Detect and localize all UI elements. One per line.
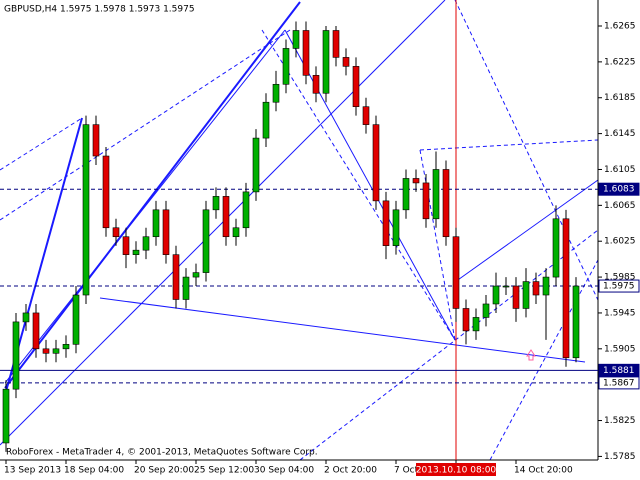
y-tick-label: 1.5785 bbox=[604, 452, 636, 462]
candle-body bbox=[352, 66, 360, 108]
candle-body bbox=[12, 321, 20, 390]
candle-body bbox=[122, 236, 130, 255]
candle-body bbox=[532, 281, 540, 296]
candle-body bbox=[22, 312, 30, 323]
candle-body bbox=[202, 209, 210, 273]
candle-body bbox=[402, 178, 410, 211]
candle-body bbox=[332, 30, 340, 58]
x-tick-label: 20 Sep 20:00 bbox=[134, 466, 194, 476]
arrow-icon bbox=[526, 349, 536, 361]
candle-body bbox=[502, 285, 510, 288]
candle-body bbox=[72, 294, 80, 345]
candle-body bbox=[312, 75, 320, 94]
candle-body bbox=[102, 155, 110, 229]
candle-body bbox=[272, 83, 280, 103]
candle-body bbox=[482, 303, 490, 318]
candle-body bbox=[192, 272, 200, 278]
y-tick-label: 1.6265 bbox=[604, 22, 636, 32]
y-tick-label: 1.5985 bbox=[604, 273, 636, 283]
candle-body bbox=[282, 48, 290, 85]
candle-body bbox=[292, 30, 300, 49]
y-tick-label: 1.5905 bbox=[604, 344, 636, 354]
candle-body bbox=[552, 218, 560, 278]
level-label: 1.6083 bbox=[603, 185, 635, 195]
candle-body bbox=[562, 218, 570, 359]
candle-body bbox=[92, 124, 100, 157]
candle-body bbox=[452, 236, 460, 309]
level-box bbox=[598, 363, 640, 377]
candle-body bbox=[442, 169, 450, 238]
y-tick-label: 1.6145 bbox=[604, 129, 636, 139]
level-box bbox=[598, 182, 640, 196]
candle-body bbox=[142, 236, 150, 251]
y-tick-label: 1.6185 bbox=[604, 93, 636, 103]
y-tick-label: 1.6105 bbox=[604, 165, 636, 175]
x-tick-label: 2013.10.10 08:00 bbox=[416, 466, 497, 476]
candle-body bbox=[472, 317, 480, 332]
candle-body bbox=[182, 276, 190, 300]
candle-body bbox=[42, 348, 50, 354]
x-tick-label: 18 Sep 04:00 bbox=[64, 466, 124, 476]
candle-body bbox=[542, 276, 550, 296]
candle-body bbox=[2, 388, 10, 444]
x-tick-label: 14 Oct 20:00 bbox=[514, 466, 573, 476]
trend-lines bbox=[0, 0, 599, 461]
x-highlight-box bbox=[416, 463, 496, 476]
candle-body bbox=[412, 178, 420, 184]
candle-body bbox=[342, 57, 350, 67]
x-tick-label: 25 Sep 12:00 bbox=[194, 466, 254, 476]
candle-body bbox=[222, 196, 230, 238]
level-label: 1.5867 bbox=[603, 378, 635, 388]
candle-body bbox=[322, 30, 330, 94]
candle-body bbox=[392, 209, 400, 246]
x-tick-label: 7 Oct bbox=[394, 466, 419, 476]
candle-body bbox=[572, 285, 580, 359]
candle-body bbox=[52, 348, 60, 354]
x-tick-label: 30 Sep 04:00 bbox=[254, 466, 314, 476]
candle-body bbox=[172, 254, 180, 300]
candle-body bbox=[372, 124, 380, 202]
candle-body bbox=[32, 312, 40, 350]
level-label: 1.5975 bbox=[603, 282, 635, 292]
candle-body bbox=[242, 191, 250, 229]
chart-title: GBPUSD,H4 1.5975 1.5978 1.5973 1.5975 bbox=[4, 5, 195, 15]
candle-body bbox=[62, 344, 70, 350]
y-tick-label: 1.6225 bbox=[604, 57, 636, 67]
candle-body bbox=[162, 209, 170, 255]
candle-body bbox=[262, 101, 270, 139]
footer: RoboForex - MetaTrader 4, © 2001-2013, M… bbox=[6, 448, 318, 458]
candle-body bbox=[422, 182, 430, 220]
x-tick-label: 2 Oct 20:00 bbox=[324, 466, 377, 476]
y-tick-label: 1.5945 bbox=[604, 308, 636, 318]
x-tick-label: 13 Sep 2013 bbox=[4, 466, 61, 476]
candle-body bbox=[302, 30, 310, 76]
candle-body bbox=[252, 137, 260, 193]
candle-body bbox=[152, 209, 160, 238]
y-tick-label: 1.6025 bbox=[604, 237, 636, 247]
candle-body bbox=[232, 227, 240, 238]
candle-body bbox=[432, 169, 440, 220]
candle-body bbox=[82, 124, 90, 296]
level-box bbox=[598, 279, 640, 293]
candle-body bbox=[132, 249, 140, 255]
candle-body bbox=[492, 285, 500, 305]
candle-body bbox=[512, 285, 520, 309]
y-tick-label: 1.5825 bbox=[604, 416, 636, 426]
candle-body bbox=[112, 227, 120, 238]
candle-body bbox=[522, 281, 530, 309]
candle-body bbox=[212, 196, 220, 211]
candle-body bbox=[382, 200, 390, 246]
level-box bbox=[598, 376, 640, 390]
level-label: 1.5881 bbox=[603, 366, 635, 376]
candle-body bbox=[462, 308, 470, 332]
candle-body bbox=[362, 106, 370, 125]
y-tick-label: 1.6065 bbox=[604, 201, 636, 211]
